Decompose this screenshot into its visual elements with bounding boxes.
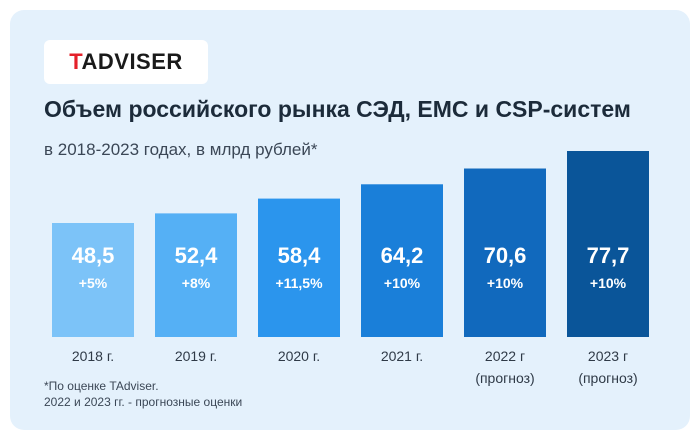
chart-subtitle: в 2018-2023 годах, в млрд рублей* (44, 140, 318, 159)
x-tick-label-4-line2: (прогноз) (475, 370, 534, 386)
bar-growth-label-5: +10% (590, 275, 627, 291)
bar-growth-label-2: +11,5% (275, 275, 323, 291)
footnote-line-1: *По оценке TAdviser. (44, 379, 159, 393)
logo-text: ADVISER (81, 49, 183, 74)
bar-growth-label-0: +5% (79, 275, 108, 291)
footnote-line-2: 2022 и 2023 гг. - прогнозные оценки (44, 395, 243, 409)
bar-value-label-5: 77,7 (587, 243, 630, 268)
x-tick-label-5: 2023 г (588, 348, 628, 364)
bar-2 (258, 198, 340, 337)
bar-3 (361, 184, 443, 337)
bar-5 (567, 151, 649, 337)
x-tick-label-1: 2019 г. (175, 348, 217, 364)
bar-growth-label-4: +10% (487, 275, 524, 291)
logo-letter-t: T (69, 49, 82, 74)
bar-value-label-3: 64,2 (381, 243, 424, 268)
bar-value-label-2: 58,4 (278, 243, 322, 268)
chart-title: Объем российского рынка СЭД, ЕМС и CSP-с… (44, 96, 631, 122)
bar-growth-label-3: +10% (384, 275, 421, 291)
footnote: *По оценке TAdviser. 2022 и 2023 гг. - п… (44, 378, 404, 410)
x-tick-label-3: 2021 г. (381, 348, 423, 364)
x-tick-label-4: 2022 г (485, 348, 525, 364)
bar-value-label-1: 52,4 (175, 243, 219, 268)
bar-4 (464, 168, 546, 337)
bar-1 (155, 213, 237, 337)
tadviser-logo: TADVISER (44, 40, 208, 84)
bar-growth-label-1: +8% (182, 275, 211, 291)
x-tick-label-2: 2020 г. (278, 348, 320, 364)
bar-0 (52, 223, 134, 337)
bar-value-label-0: 48,5 (72, 243, 115, 268)
bar-value-label-4: 70,6 (484, 243, 527, 268)
x-tick-label-5-line2: (прогноз) (578, 370, 637, 386)
x-tick-label-0: 2018 г. (72, 348, 114, 364)
